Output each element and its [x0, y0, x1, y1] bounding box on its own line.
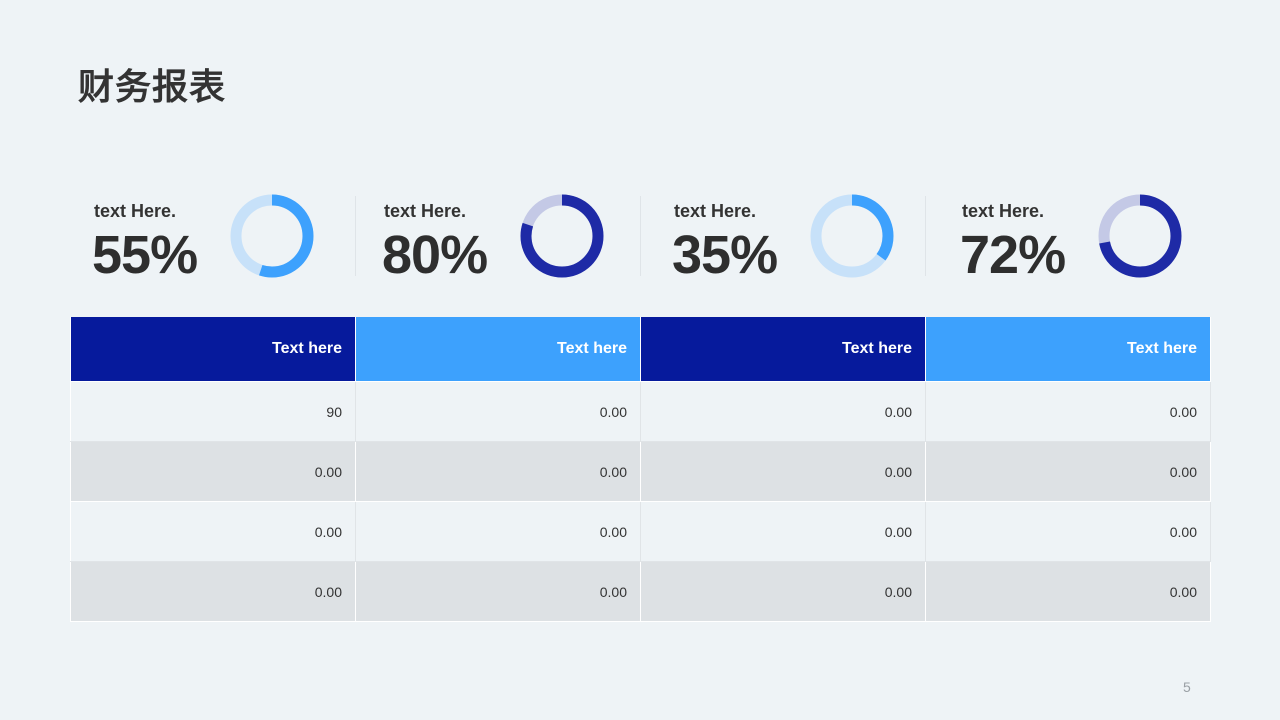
table-cell: 0.00 — [640, 441, 926, 502]
stat-card-4: text Here. 72% — [940, 190, 1190, 286]
stat-label: text Here. — [962, 201, 1045, 221]
table-cell: 0.00 — [925, 561, 1211, 622]
table-cell: 0.00 — [70, 501, 356, 562]
divider — [925, 196, 926, 276]
donut-arc — [810, 194, 894, 278]
column-header: Text here — [640, 317, 926, 382]
table-cell: 0.00 — [640, 381, 926, 442]
donut-arc — [520, 194, 604, 278]
table-cell: 0.00 — [640, 561, 926, 622]
financial-table: Text here Text here Text here Text here … — [70, 317, 1211, 622]
table-header-row: Text here Text here Text here Text here — [70, 317, 1211, 382]
page-number: 5 — [1183, 679, 1191, 695]
stat-card-3: text Here. 35% — [652, 190, 902, 286]
table-cell: 0.00 — [355, 501, 641, 562]
stat-value: 35% — [672, 225, 778, 285]
divider — [640, 196, 641, 276]
table-cell: 0.00 — [355, 561, 641, 622]
stat-value: 80% — [382, 225, 488, 285]
table-row: 0.00 0.00 0.00 0.00 — [70, 441, 1211, 502]
divider — [355, 196, 356, 276]
table-cell: 0.00 — [70, 441, 356, 502]
donut-chart-1 — [230, 194, 314, 278]
stat-card-2: text Here. 80% — [362, 190, 612, 286]
table-cell: 90 — [70, 381, 356, 442]
stat-label: text Here. — [674, 201, 757, 221]
donut-chart-3 — [810, 194, 894, 278]
table-cell: 0.00 — [925, 501, 1211, 562]
table-cell: 0.00 — [70, 561, 356, 622]
page-title: 财务报表 — [78, 67, 227, 108]
stat-card-1: text Here. 55% — [72, 190, 322, 286]
table-cell: 0.00 — [925, 381, 1211, 442]
donut-chart-2 — [520, 194, 604, 278]
donut-arc — [230, 194, 314, 278]
column-header: Text here — [925, 317, 1211, 382]
table-cell: 0.00 — [355, 441, 641, 502]
stat-value: 55% — [92, 225, 198, 285]
stat-value: 72% — [960, 225, 1066, 285]
donut-chart-4 — [1098, 194, 1182, 278]
table-row: 0.00 0.00 0.00 0.00 — [70, 501, 1211, 562]
column-header: Text here — [355, 317, 641, 382]
stat-label: text Here. — [384, 201, 467, 221]
table-cell: 0.00 — [925, 441, 1211, 502]
column-header: Text here — [70, 317, 356, 382]
table-cell: 0.00 — [355, 381, 641, 442]
stat-label: text Here. — [94, 201, 177, 221]
table-cell: 0.00 — [640, 501, 926, 562]
donut-arc — [1098, 194, 1182, 278]
table-row: 90 0.00 0.00 0.00 — [70, 381, 1211, 442]
table-row: 0.00 0.00 0.00 0.00 — [70, 561, 1211, 622]
